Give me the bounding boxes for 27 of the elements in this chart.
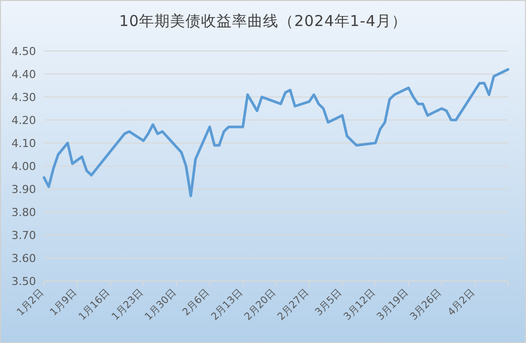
- x-tick-label: 1月23日: [110, 287, 146, 323]
- line-series: [42, 68, 510, 198]
- y-tick-label: 4.20: [12, 114, 36, 127]
- y-tick-label: 3.90: [12, 183, 36, 196]
- y-tick-label: 4.40: [12, 68, 36, 81]
- y-tick-label: 4.30: [12, 91, 36, 104]
- y-tick-label: 3.80: [12, 206, 36, 219]
- x-tick-label: 1月30日: [143, 287, 179, 323]
- x-tick-label: 2月13日: [210, 287, 245, 323]
- x-tick-label: 3月26日: [408, 287, 444, 323]
- y-tick-label: 3.50: [12, 275, 36, 288]
- y-tick-label: 3.70: [12, 229, 36, 242]
- x-tick-label: 3月12日: [342, 287, 378, 323]
- x-tick-label: 2月20日: [242, 287, 278, 323]
- chart-title: 10年期美债收益率曲线（2024年1-4月）: [119, 12, 407, 30]
- x-tick-label: 1月2日: [15, 287, 46, 318]
- x-tick-label: 1月16日: [76, 287, 112, 323]
- y-tick-label: 4.50: [12, 45, 36, 58]
- x-tick-label: 2月6日: [180, 287, 212, 318]
- x-tick-label: 4月2日: [446, 287, 477, 318]
- y-tick-label: 4.10: [12, 137, 36, 150]
- x-tick-label: 3月19日: [375, 287, 411, 323]
- x-tick-label: 1月9日: [48, 287, 80, 318]
- y-tick-label: 3.60: [12, 252, 36, 265]
- x-tick-label: 2月27日: [276, 287, 312, 323]
- y-tick-label: 4.00: [12, 160, 36, 173]
- x-tick-label: 3月5日: [313, 287, 344, 318]
